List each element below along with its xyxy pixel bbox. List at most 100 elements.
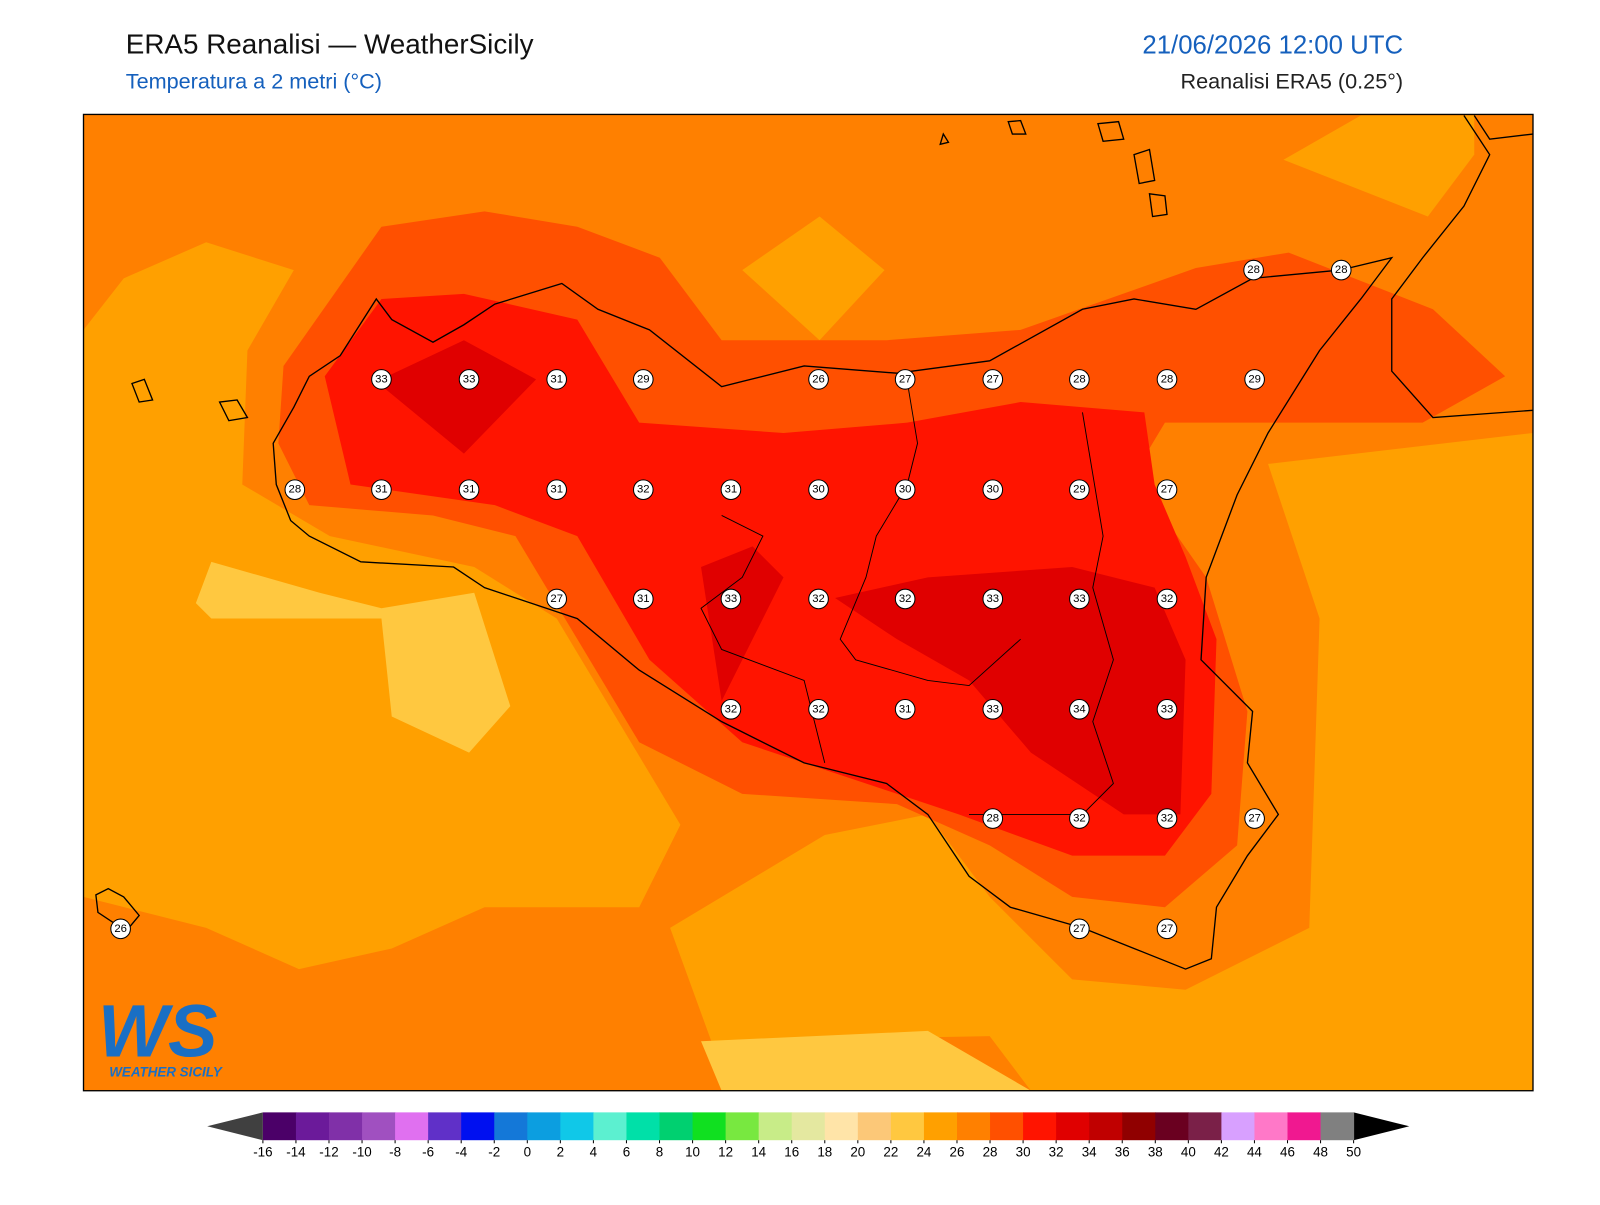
colorbar-box — [1221, 1112, 1255, 1141]
colorbar-tick-label: 24 — [916, 1145, 931, 1160]
temperature-area — [701, 1030, 1031, 1091]
colorbar-box — [659, 1112, 694, 1141]
station-value: 27 — [1248, 813, 1261, 825]
colorbar-tick-label: 2 — [557, 1145, 564, 1160]
station-marker — [1244, 808, 1265, 829]
station-value: 27 — [550, 593, 563, 605]
station-value: 31 — [899, 703, 912, 715]
colorbar-box — [262, 1112, 297, 1141]
station-value: 31 — [550, 373, 563, 385]
temperature-area — [835, 567, 1186, 815]
station-value: 33 — [1073, 593, 1086, 605]
station-value: 31 — [550, 484, 563, 496]
station-value: 32 — [725, 703, 738, 715]
colorbar-box — [1320, 1112, 1355, 1141]
station-value: 31 — [725, 484, 738, 496]
temperature-area — [1283, 115, 1475, 217]
colorbar-tick-label: 20 — [850, 1145, 865, 1160]
colorbar-box — [725, 1112, 760, 1141]
station-marker — [371, 479, 392, 500]
colorbar-over — [1353, 1112, 1410, 1141]
colorbar-box — [1089, 1112, 1123, 1141]
station-marker — [284, 479, 306, 500]
colorbar-tick-label: 40 — [1181, 1145, 1196, 1160]
colorbar-box — [626, 1112, 661, 1141]
colorbar-box — [494, 1112, 528, 1141]
colorbar-box — [1056, 1112, 1090, 1141]
colorbar-box — [824, 1112, 859, 1141]
station-marker — [982, 369, 1004, 390]
colorbar-tick-label: 36 — [1115, 1145, 1130, 1160]
station-marker — [1069, 808, 1090, 829]
station-value: 34 — [1073, 703, 1086, 715]
station-marker — [458, 369, 480, 390]
temperature-area — [742, 216, 885, 341]
colorbar-box — [791, 1112, 826, 1141]
colorbar-tick-label: 32 — [1049, 1145, 1064, 1160]
station-marker — [808, 698, 829, 720]
title: ERA5 Reanalisi — WeatherSicily — [126, 29, 534, 60]
station-marker — [1330, 259, 1352, 281]
colorbar-box — [1287, 1112, 1322, 1141]
station-marker — [632, 588, 654, 610]
datetime: 21/06/2026 12:00 UTC — [1142, 32, 1403, 60]
station-marker — [1069, 369, 1090, 390]
station-value: 32 — [899, 593, 912, 605]
station-marker — [720, 588, 742, 610]
colorbar-tick-label: 34 — [1082, 1145, 1097, 1160]
colorbar-tick-label: 6 — [623, 1145, 630, 1160]
station-marker — [808, 588, 829, 610]
colorbar-tick-label: -12 — [319, 1145, 338, 1160]
colorbar-tick-label: 16 — [784, 1145, 799, 1160]
colorbar-box — [428, 1112, 462, 1141]
station-value: 31 — [375, 484, 388, 496]
colorbar-tick-label: 0 — [524, 1145, 531, 1160]
colorbar-tick-label: 48 — [1313, 1145, 1328, 1160]
colorbar-tick-label: -6 — [422, 1145, 434, 1160]
station-marker — [1244, 369, 1265, 390]
station-value: 32 — [1161, 813, 1174, 825]
station-marker — [894, 588, 916, 610]
temperature-area — [670, 432, 1533, 1091]
station-marker — [110, 918, 131, 940]
colorbar-box — [1023, 1112, 1057, 1141]
station-marker — [1156, 369, 1178, 390]
colorbar-tick-label: 14 — [751, 1145, 766, 1160]
station-marker — [982, 808, 1004, 829]
station-marker — [1069, 918, 1090, 940]
colorbar-box — [692, 1112, 727, 1141]
temperature-area — [83, 242, 681, 970]
colorbar-box — [593, 1112, 627, 1141]
colorbar-tick-label: 42 — [1214, 1145, 1229, 1160]
source: Reanalisi ERA5 (0.25°) — [1180, 69, 1403, 94]
logo-caption: WEATHER SICILY — [109, 1064, 223, 1079]
colorbar-tick-label: -10 — [352, 1145, 371, 1160]
colorbar-tick-label: 44 — [1247, 1145, 1262, 1160]
map-frame — [82, 113, 1534, 1092]
colorbar-tick-label: -2 — [488, 1145, 500, 1160]
colorbar-box — [923, 1112, 958, 1141]
station-value: 27 — [1073, 923, 1086, 935]
station-value: 31 — [637, 593, 650, 605]
colorbar-box — [295, 1112, 330, 1141]
station-marker — [1243, 259, 1264, 281]
colorbar-under — [207, 1112, 263, 1141]
colorbar-tick-label: 22 — [883, 1145, 898, 1160]
station-value: 32 — [1161, 593, 1174, 605]
colorbar-tick-label: 12 — [718, 1145, 733, 1160]
station-value: 32 — [812, 703, 825, 715]
station-marker — [894, 479, 916, 500]
station-value: 29 — [1073, 484, 1086, 496]
station-value: 28 — [986, 813, 999, 825]
station-value: 33 — [986, 703, 999, 715]
colorbar-tick-label: -16 — [253, 1145, 272, 1160]
logo: WS WEATHER SICILY — [98, 990, 223, 1080]
station-marker — [632, 479, 654, 500]
colorbar-tick-label: -8 — [389, 1145, 401, 1160]
logo-text: WS — [98, 990, 218, 1073]
colorbar-box — [758, 1112, 793, 1141]
colorbar-box — [395, 1112, 429, 1141]
temperature-area — [195, 561, 511, 753]
colorbar-box — [560, 1112, 594, 1141]
